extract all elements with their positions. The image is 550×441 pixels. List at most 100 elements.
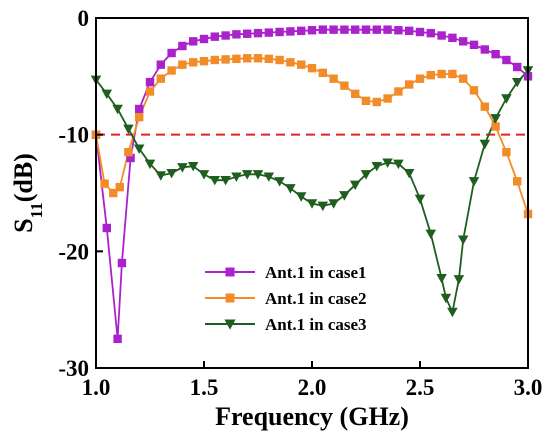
data-point [178, 41, 187, 51]
plot-markers [90, 25, 534, 344]
data-point [491, 49, 500, 59]
data-point [513, 177, 522, 186]
data-point [306, 199, 318, 209]
data-point [501, 94, 512, 104]
x-tick-label: 1.5 [190, 375, 219, 400]
data-point [221, 55, 230, 64]
data-point [199, 56, 209, 66]
data-point [511, 77, 523, 88]
legend-marker [225, 293, 235, 303]
data-point [135, 112, 144, 122]
data-point [415, 74, 425, 83]
legend-marker [225, 267, 235, 277]
data-point [393, 159, 404, 170]
data-point [349, 180, 361, 191]
data-point [360, 170, 372, 180]
data-point [101, 89, 113, 100]
data-point [469, 40, 479, 50]
data-point [448, 33, 457, 43]
data-point [361, 25, 371, 34]
data-point [361, 96, 371, 106]
data-point [318, 25, 327, 34]
data-point [275, 55, 284, 65]
data-point [209, 175, 221, 186]
data-point [394, 87, 403, 96]
data-point [339, 191, 350, 201]
data-point [469, 86, 479, 95]
data-point [274, 177, 285, 187]
y-tick-label: -30 [58, 356, 89, 381]
data-point [491, 122, 500, 131]
data-point [144, 159, 156, 170]
data-point [198, 170, 210, 180]
data-point [405, 80, 414, 89]
data-point [145, 77, 155, 87]
data-point [232, 54, 241, 64]
data-point [210, 32, 219, 41]
data-point [307, 63, 317, 73]
data-point [220, 175, 231, 186]
data-point [457, 235, 469, 245]
axes: 1.0 1.5 2.0 2.5 3.0 0 -10 -20 -30 [58, 6, 542, 400]
legend-label: Ant.1 in case3 [265, 315, 367, 334]
data-point [285, 184, 296, 194]
data-point [426, 70, 435, 80]
data-point [415, 27, 425, 37]
data-point [102, 223, 111, 233]
data-point [468, 177, 480, 187]
data-point [253, 54, 263, 63]
y-axis-title-sub: 11 [27, 202, 46, 218]
data-point [480, 102, 489, 111]
data-point [453, 275, 465, 285]
data-point [243, 54, 252, 63]
legend-marker [224, 319, 236, 330]
data-point [243, 29, 252, 38]
data-point [448, 69, 457, 79]
data-point [263, 172, 275, 182]
data-point [490, 114, 501, 124]
data-point [156, 60, 165, 69]
data-point [252, 170, 264, 180]
data-point [167, 48, 176, 58]
data-point [459, 74, 468, 83]
data-point [100, 179, 109, 188]
x-tick-label: 2.0 [298, 375, 327, 400]
data-point [115, 182, 124, 192]
data-point [286, 27, 295, 36]
data-point [307, 26, 317, 35]
data-point [253, 28, 263, 38]
data-point [414, 194, 426, 205]
data-point [126, 153, 135, 163]
x-tick-label: 2.5 [406, 375, 435, 400]
data-point [459, 37, 468, 46]
data-point [231, 172, 242, 182]
data-point [264, 28, 273, 37]
data-point [109, 188, 118, 198]
legend-label: Ant.1 in case1 [265, 263, 367, 282]
data-point [371, 161, 383, 172]
data-point [329, 74, 338, 83]
data-point [437, 69, 446, 79]
data-point [155, 171, 167, 181]
data-point [317, 201, 329, 212]
data-point [145, 87, 155, 96]
data-point [297, 60, 306, 69]
data-point [123, 124, 134, 135]
data-point [372, 25, 381, 34]
data-point [232, 30, 241, 39]
data-point [199, 34, 209, 44]
data-point [156, 74, 165, 83]
data-point [405, 26, 414, 36]
data-point [425, 229, 437, 240]
data-point [351, 89, 360, 99]
data-point [297, 26, 306, 36]
data-point [383, 25, 392, 34]
data-point [124, 147, 133, 157]
data-point [189, 58, 198, 67]
data-point [117, 258, 127, 268]
y-axis-title-unit: (dB) [9, 153, 38, 202]
data-point [187, 161, 199, 172]
data-point [328, 199, 339, 209]
data-point [383, 94, 392, 103]
